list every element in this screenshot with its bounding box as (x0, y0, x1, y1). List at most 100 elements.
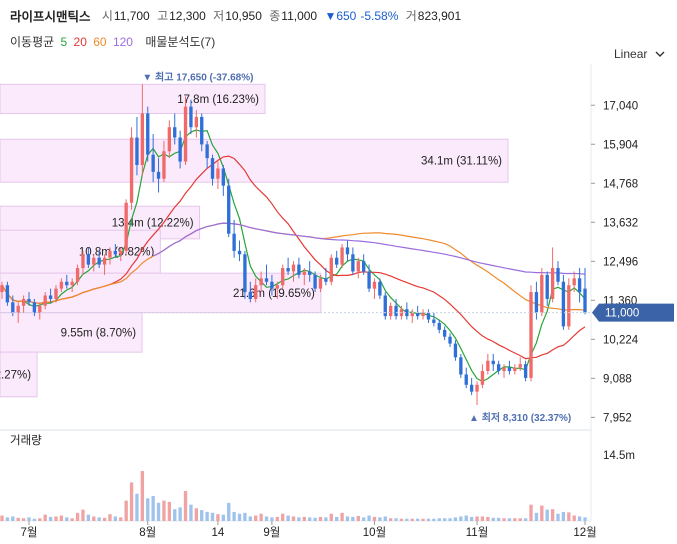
candle-body (227, 185, 231, 234)
volume-bar (329, 513, 333, 521)
price-tick-label: 15,904 (603, 139, 639, 151)
candle-body (156, 171, 161, 179)
moving-average-legend[interactable]: 이동평균 5 20 60 120 매물분석도(7) (10, 33, 218, 50)
candle-body (388, 305, 393, 317)
volume-profile-label: 9.55m (8.70%) (61, 327, 137, 339)
candle-body (308, 271, 312, 275)
volume-bar (151, 496, 155, 521)
candle-body (491, 360, 495, 365)
candle-body (16, 305, 20, 313)
scale-label: Linear (614, 47, 648, 61)
volume-bar (108, 514, 112, 521)
stock-name: 라이프시맨틱스 (10, 10, 91, 24)
stock-header: 라이프시맨틱스 시11,700 고12,300 저10,950 종11,000 … (10, 6, 461, 25)
volume-profile-bar (0, 312, 143, 353)
candle-body (545, 274, 549, 299)
volume-bar (0, 515, 4, 521)
volume-bar (54, 516, 58, 521)
candle-body (92, 257, 96, 265)
candle-body (367, 271, 371, 289)
candle-body (324, 278, 328, 282)
price-tick-label: 14,768 (603, 178, 638, 190)
volume-bar (270, 517, 274, 521)
candle-body (254, 285, 258, 299)
candle-body (540, 274, 544, 313)
volume-bar (421, 518, 425, 521)
volume-bar (308, 517, 312, 521)
volume-bar (129, 482, 134, 521)
volume-bar (81, 509, 85, 521)
candle-body (572, 278, 576, 286)
volume-profile-label[interactable]: 매물분석도(7) (145, 35, 216, 49)
volume-bar (459, 516, 463, 521)
candle-body (486, 360, 490, 372)
volume-bar (313, 517, 317, 521)
scale-selector[interactable]: Linear (614, 47, 665, 61)
candle-body (108, 250, 112, 258)
volume-bar (264, 516, 269, 521)
volume-bar (475, 516, 479, 521)
volume-bar (119, 517, 123, 521)
volume-bar (254, 515, 258, 521)
volume-bar (561, 511, 566, 521)
candle-body (502, 367, 506, 372)
volume-bar (556, 513, 560, 521)
volume-bar (480, 516, 485, 521)
volume-bar (205, 511, 209, 521)
candle-body (140, 113, 145, 166)
volume-bar (97, 517, 101, 521)
volume-bar (92, 516, 96, 521)
low-label: 저 (213, 9, 225, 23)
candle-body (534, 292, 539, 313)
volume-profile-label: 34.1m (31.11%) (421, 156, 502, 168)
close-value: 11,000 (281, 8, 318, 23)
candle-body (97, 257, 101, 265)
price-tick-label: 9,088 (603, 373, 632, 385)
candle-body (210, 158, 215, 179)
ma-60: 60 (93, 35, 107, 49)
volume-bar (275, 516, 279, 521)
volume-bar (372, 516, 377, 521)
candle-body (329, 257, 333, 282)
volume-bar (453, 517, 458, 521)
volume-bar (65, 517, 69, 521)
candle-body (351, 254, 355, 272)
volume-bar (135, 493, 139, 521)
volume-bar (189, 504, 193, 521)
volume-bar (378, 517, 382, 521)
volume-profile-label: 2.49m (2.27%) (0, 369, 31, 381)
volume-bar (550, 509, 555, 521)
candle-body (421, 312, 425, 317)
candle-body (32, 302, 37, 313)
ma-120: 120 (112, 35, 133, 49)
candle-body (318, 278, 323, 289)
candle-body (378, 281, 382, 296)
candle-body (43, 295, 47, 306)
volume-bar (469, 516, 474, 521)
candle-body (405, 309, 409, 317)
candle-body (0, 285, 4, 293)
volume-bar (351, 516, 355, 521)
candle-body (59, 281, 64, 289)
low-annotation: ▲ 최저 8,310 (32.37%) (469, 411, 571, 424)
ma-20: 20 (73, 35, 87, 49)
candle-body (129, 137, 134, 203)
x-tick-label: 9월 (263, 526, 280, 539)
candle-body (189, 106, 193, 128)
volume-bar (388, 518, 393, 521)
candle-body (75, 268, 80, 282)
volume-bar (399, 518, 404, 521)
candle-body (221, 168, 225, 186)
candle-body (216, 168, 220, 179)
candle-body (286, 268, 290, 272)
candle-body (275, 285, 279, 289)
volume-bar (302, 516, 306, 521)
candle-body (496, 364, 501, 372)
candle-body (264, 278, 269, 282)
volume-bar (518, 518, 522, 521)
volume-title: 거래량 (10, 434, 42, 447)
current-price-label: 11,000 (605, 308, 639, 320)
volume-bar (523, 518, 528, 521)
candle-body (113, 250, 118, 255)
